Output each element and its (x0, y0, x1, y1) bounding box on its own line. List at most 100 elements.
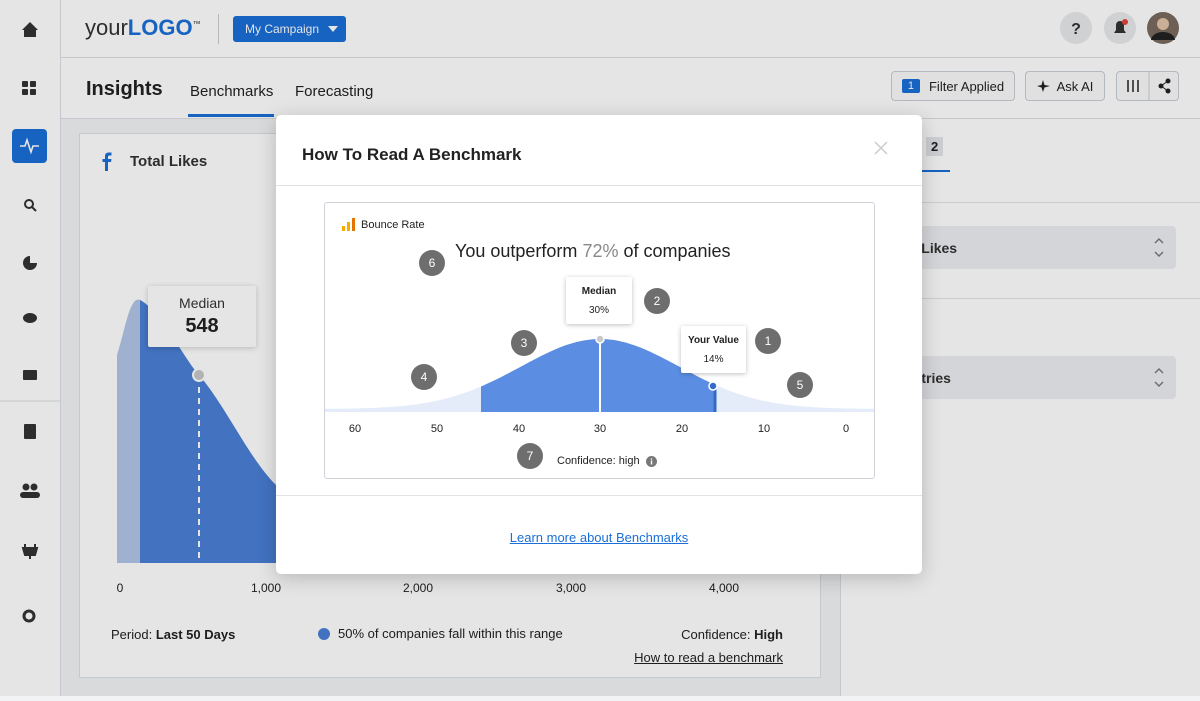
users-icon[interactable] (20, 483, 40, 499)
headline-end: of companies (623, 241, 731, 261)
your-value-value: 14% (703, 354, 724, 365)
report-icon[interactable] (24, 424, 36, 439)
close-button[interactable] (874, 141, 888, 155)
benchmark-help-link[interactable]: How to read a benchmark (634, 650, 783, 665)
avatar-body (1151, 32, 1175, 40)
confidence: Confidence: High (681, 627, 783, 642)
tools-group (1116, 71, 1179, 101)
x-tick-label: 20 (675, 423, 689, 435)
modal-title: How To Read A Benchmark (302, 145, 522, 164)
search-icon-handle (31, 206, 37, 212)
marker: 6 (419, 250, 445, 276)
marker: 1 (755, 328, 781, 354)
facebook-icon (102, 152, 112, 171)
modal-divider (276, 185, 922, 186)
help-button[interactable] (1060, 12, 1092, 44)
median-dot (595, 334, 605, 344)
tab[interactable]: Forecasting (295, 83, 374, 100)
pie-icon[interactable] (23, 256, 37, 270)
x-tick-label: 0 (116, 581, 124, 595)
mail-icon[interactable] (23, 370, 37, 380)
learn-more-link[interactable]: Learn more about Benchmarks (509, 530, 689, 545)
page-title: Insights (86, 78, 163, 100)
dashboard-icon[interactable] (22, 81, 36, 95)
x-tick-label: 30 (593, 423, 607, 435)
ask-ai-button[interactable]: Ask AI (1025, 71, 1105, 101)
example-confidence: Confidence: high (557, 455, 657, 467)
marker: 7 (517, 443, 543, 469)
side-divider (840, 202, 1200, 203)
select-chevrons (1154, 238, 1164, 387)
x-tick-label: 1,000 (250, 581, 282, 595)
filter-button[interactable]: 1 Filter Applied (891, 71, 1015, 101)
tab[interactable]: Benchmarks (190, 83, 274, 100)
marker: 2 (644, 288, 670, 314)
x-tick-label: 50 (430, 423, 444, 435)
logo-brand: LOGO (127, 15, 193, 40)
x-tick-label: 4,000 (708, 581, 740, 595)
x-tick-label: 10 (757, 423, 771, 435)
help-icon: ? (1071, 21, 1081, 38)
logo-prefix: your (85, 15, 128, 40)
avatar-face (1157, 18, 1169, 30)
sidebar-icons (0, 22, 60, 623)
period-label: Period: (111, 627, 153, 642)
card-title: Total Likes (130, 153, 208, 170)
x-tick-label: 3,000 (555, 581, 587, 595)
example-card (324, 202, 875, 479)
campaign-label: My Campaign (245, 22, 320, 36)
home-icon[interactable] (22, 22, 38, 37)
side-tab[interactable]: 2 (926, 137, 944, 156)
median-value: 548 (185, 315, 219, 337)
example-headline: You outperform 72% of companies (455, 241, 731, 262)
tab-indicator (188, 114, 274, 117)
your-value-dot (708, 381, 718, 391)
info-icon[interactable] (645, 455, 657, 467)
your-value-tooltip: Your Value 14% (681, 326, 746, 373)
marker: 5 (787, 372, 813, 398)
dropdown-caret (328, 26, 339, 32)
median-value: 30% (588, 305, 609, 316)
marker: 4 (411, 364, 437, 390)
settings-sliders[interactable] (1127, 80, 1139, 92)
headline-start: You outperform (455, 241, 578, 261)
ask-ai-label: Ask AI (1056, 78, 1094, 94)
settings-icon[interactable] (22, 609, 36, 623)
x-tick-label: 60 (348, 423, 362, 435)
your-value-label: Your Value (688, 335, 739, 346)
example-confidence-text: Confidence: high (557, 455, 640, 467)
plug-icon[interactable] (21, 544, 39, 559)
search-icon[interactable] (24, 199, 34, 209)
modal-divider (276, 495, 922, 496)
confidence-label: Confidence: (681, 627, 751, 642)
campaign-button[interactable]: My Campaign (233, 16, 346, 42)
marker: 3 (511, 330, 537, 356)
header-icons: ? (1060, 12, 1179, 44)
median-tooltip: Median 30% (566, 277, 632, 324)
x-tick-label: 2,000 (402, 581, 434, 595)
tools-icons (1127, 71, 1171, 101)
notification-dot (1122, 19, 1128, 25)
distribution-chart (117, 299, 276, 563)
period-value: Last 50 Days (155, 627, 236, 642)
distribution-range (481, 339, 715, 412)
chat-icon[interactable] (23, 313, 37, 323)
x-tick-label: 0 (842, 423, 850, 435)
range-note: 50% of companies fall within this range (318, 626, 563, 641)
range-note-text: 50% of companies fall within this range (338, 626, 563, 641)
legend-dot (318, 627, 330, 640)
filter-label: Filter Applied (928, 78, 1005, 94)
logo[interactable]: yourLOGO™ (85, 15, 201, 41)
example-metric: Bounce Rate (361, 219, 425, 231)
median-dot (192, 368, 206, 382)
x-tick-label: 40 (512, 423, 526, 435)
example-distribution (325, 334, 874, 412)
filter-count: 1 (901, 79, 920, 93)
divider (218, 14, 219, 44)
sparkle-icon (1036, 80, 1050, 92)
logo-mark: ™ (192, 19, 201, 29)
distribution-range (140, 300, 276, 563)
share-lines (1160, 80, 1169, 92)
median-label: Median (179, 295, 225, 311)
